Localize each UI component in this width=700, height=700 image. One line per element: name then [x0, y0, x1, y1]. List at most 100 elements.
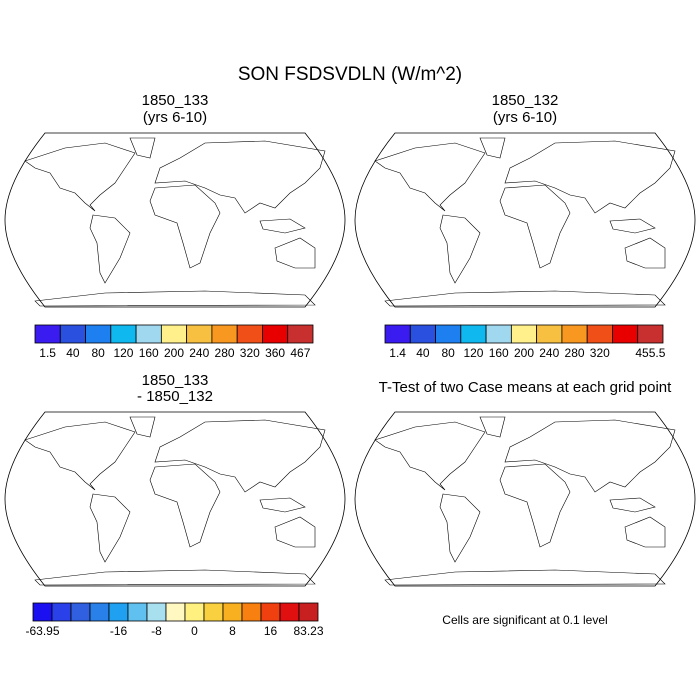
map-cell [685, 268, 690, 273]
map-cell [665, 303, 671, 306]
map-cell [380, 303, 386, 306]
map-cell [330, 283, 335, 288]
map-cell [680, 158, 685, 163]
map-cell [325, 283, 330, 288]
colorbar-label: 240 [539, 346, 559, 360]
colorbar-box [561, 324, 588, 344]
map-cell [340, 133, 345, 138]
map-cell [330, 293, 335, 298]
map-cell [355, 188, 360, 193]
map-cell [5, 188, 10, 193]
colorbar-box [435, 324, 462, 344]
map-cell [375, 303, 381, 306]
map-cell [25, 138, 31, 139]
map-cell [340, 248, 345, 253]
map-cell [5, 258, 10, 263]
map-cell [355, 303, 360, 308]
map-cell [30, 303, 36, 306]
colorbar-box [510, 324, 538, 344]
map-cell [325, 412, 330, 417]
map-cell [675, 298, 680, 303]
map-cell [670, 298, 675, 304]
map-cell [5, 422, 10, 427]
map-cell [330, 417, 335, 422]
map-cell [685, 283, 690, 288]
map-cell [675, 153, 680, 158]
map-cell [30, 138, 36, 144]
map-cell [685, 168, 690, 173]
map-cell [375, 293, 381, 299]
map-cell [360, 133, 365, 138]
map-cell [670, 138, 675, 144]
map-cell [25, 138, 26, 139]
map-cell [5, 143, 10, 148]
map-cell [690, 273, 695, 278]
map-cell [690, 298, 695, 303]
map-cell [15, 143, 20, 148]
map-cell [360, 263, 365, 268]
map-cell [5, 283, 10, 288]
map-cell [690, 188, 695, 193]
map-cell [325, 153, 330, 158]
map-cell [380, 298, 386, 304]
map-cell [5, 412, 10, 417]
map-cell [325, 143, 330, 148]
map-cell [15, 148, 20, 153]
map-cell [25, 417, 31, 418]
map-cell [335, 293, 340, 298]
map-cell [330, 273, 335, 278]
map-cell [5, 153, 10, 158]
map-cell [325, 288, 330, 293]
map-cell [360, 288, 365, 293]
map-cell [10, 422, 15, 427]
map-cell [340, 143, 345, 148]
map-cell [375, 293, 376, 299]
colorbar-box [536, 324, 563, 344]
map-cell [690, 293, 695, 298]
map-cell [680, 288, 685, 293]
map-cell [690, 253, 695, 258]
map-cell [690, 148, 695, 153]
map-cell [365, 303, 370, 308]
colorbar-label: 120 [113, 346, 133, 360]
map-cell [10, 283, 15, 288]
map-cell [25, 138, 26, 144]
map-cell [5, 293, 10, 298]
colorbar-box [236, 324, 263, 344]
map-cell [5, 168, 10, 173]
map-cell [10, 138, 15, 143]
map-cell [680, 138, 685, 143]
colorbar-box [110, 324, 137, 344]
map-cell [15, 288, 20, 293]
colorbar-label: 80 [92, 346, 106, 360]
map-cell [330, 412, 335, 417]
map-cell [680, 163, 685, 168]
colorbar-box [262, 324, 289, 344]
map-cell [340, 417, 345, 422]
map-cell [25, 288, 26, 294]
map-cell [15, 158, 20, 163]
map-cell [675, 143, 680, 148]
colorbar-label: 280 [215, 346, 235, 360]
map-cell [690, 268, 695, 273]
map-cell [340, 153, 345, 158]
map-cell [360, 163, 365, 168]
colorbar-label: 280 [565, 346, 585, 360]
colorbar-box [160, 324, 188, 344]
map-cell [375, 148, 381, 154]
map-cell [355, 283, 360, 288]
map-cell [5, 178, 10, 183]
map-cell [25, 288, 31, 294]
map-cell [365, 133, 370, 138]
map-cell [360, 303, 365, 308]
map-cell [25, 298, 26, 304]
map-cell [685, 133, 690, 138]
map-cell [340, 163, 345, 168]
map-cell [10, 273, 15, 278]
map-cell [10, 263, 15, 268]
map-cell [340, 253, 345, 258]
colorbar-box [59, 324, 86, 344]
map-cell [10, 153, 15, 158]
map-cell [365, 293, 370, 298]
map-cell [320, 138, 325, 139]
